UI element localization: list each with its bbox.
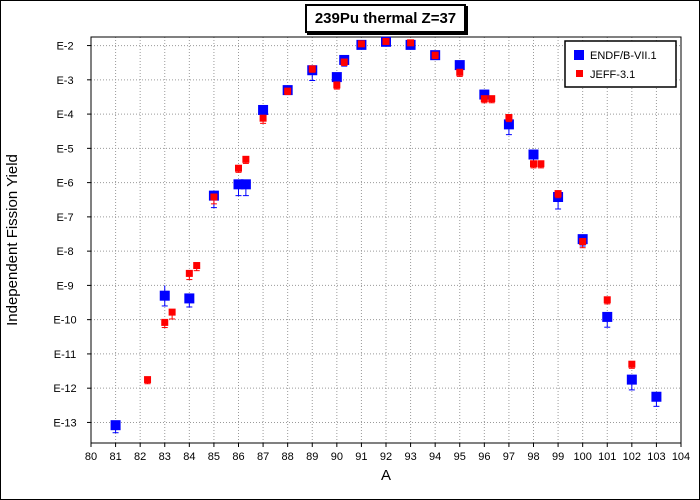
data-point: [144, 376, 152, 384]
data-point: [456, 68, 464, 76]
x-tick-label: 81: [109, 451, 121, 463]
y-tick-label: E-3: [56, 75, 73, 87]
y-tick-label: E-7: [56, 212, 73, 224]
data-point: [110, 420, 121, 431]
legend-label-jeff: JEFF-3.1: [590, 69, 635, 81]
grid-lines: [91, 37, 681, 443]
data-point: [530, 160, 537, 168]
x-tick-label: 103: [647, 451, 665, 463]
series-jeff: [144, 37, 636, 385]
data-point: [259, 114, 267, 122]
legend-marker-jeff: [576, 70, 583, 77]
data-point: [626, 374, 637, 385]
data-point: [284, 87, 292, 95]
x-tick-label: 93: [404, 451, 416, 463]
data-series: [110, 36, 662, 434]
data-point: [431, 51, 439, 59]
data-point: [628, 360, 636, 368]
data-point: [505, 114, 513, 122]
x-tick-label: 99: [552, 451, 564, 463]
data-point: [258, 104, 269, 115]
data-point: [603, 296, 611, 304]
data-point: [193, 262, 201, 270]
y-tick-label: E-2: [56, 41, 73, 53]
x-tick-label: 88: [282, 451, 294, 463]
data-point: [454, 60, 465, 71]
y-tick-label: E-8: [56, 246, 73, 258]
data-point: [488, 95, 496, 103]
data-point: [651, 391, 662, 402]
x-tick-label: 92: [380, 451, 392, 463]
y-tick-label: E-10: [53, 315, 76, 327]
data-point: [503, 119, 514, 130]
data-point: [331, 72, 342, 83]
x-tick-label: 90: [331, 451, 343, 463]
data-point: [480, 95, 488, 103]
data-point: [407, 39, 415, 47]
x-tick-label: 95: [454, 451, 466, 463]
data-point: [210, 193, 218, 201]
x-tick-label: 96: [478, 451, 490, 463]
x-tick-label: 101: [598, 451, 616, 463]
x-axis-title: A: [381, 467, 391, 484]
y-tick-label: E-11: [54, 349, 76, 361]
legend-marker-endf: [574, 50, 584, 60]
chart-title: 239Pu thermal Z=37: [305, 4, 466, 33]
data-point: [528, 149, 539, 160]
x-tick-label: 91: [355, 451, 367, 463]
data-point: [233, 179, 244, 190]
x-tick-label: 84: [183, 451, 195, 463]
y-tick-label: E-4: [56, 109, 73, 121]
x-tick-label: 100: [573, 451, 591, 463]
x-tick-label: 98: [527, 451, 539, 463]
x-tick-label: 97: [503, 451, 515, 463]
axis-ticks: 80 81 82 83 84 85 86 87 88 89 90 91 92 93 94 95 96 97 98 99…: [53, 41, 690, 463]
data-point: [333, 81, 341, 89]
x-tick-label: 89: [306, 451, 318, 463]
data-point: [602, 311, 613, 322]
x-tick-label: 86: [232, 451, 244, 463]
data-point: [537, 160, 545, 168]
y-axis-title: Independent Fission Yield: [4, 154, 21, 326]
y-tick-label: E-5: [56, 143, 73, 155]
data-point: [235, 164, 242, 172]
data-point: [159, 290, 170, 301]
data-point: [185, 269, 193, 277]
x-tick-label: 104: [672, 451, 690, 463]
x-tick-label: 102: [623, 451, 641, 463]
x-tick-label: 85: [208, 451, 220, 463]
legend-box: [564, 40, 677, 88]
data-point: [308, 65, 316, 73]
data-point: [382, 37, 390, 45]
y-tick-label: E-9: [56, 280, 73, 292]
x-tick-label: 94: [429, 451, 441, 463]
y-tick-label: E-12: [53, 383, 76, 395]
data-point: [184, 293, 195, 304]
x-tick-label: 82: [134, 451, 146, 463]
data-point: [357, 40, 365, 48]
x-tick-label: 87: [257, 451, 269, 463]
data-point: [479, 89, 490, 100]
data-point: [161, 318, 169, 326]
data-point: [242, 155, 250, 163]
y-tick-label: E-13: [53, 417, 76, 429]
legend: ENDF/B-VII.1 JEFF-3.1: [564, 40, 677, 88]
y-tick-label: E-6: [56, 178, 73, 190]
data-point: [168, 308, 176, 316]
data-point: [554, 190, 562, 198]
legend-label-endf: ENDF/B-VII.1: [590, 50, 657, 62]
data-point: [240, 179, 251, 190]
data-point: [340, 58, 348, 66]
x-tick-label: 83: [159, 451, 171, 463]
data-point: [579, 238, 587, 246]
x-tick-label: 80: [85, 451, 97, 463]
